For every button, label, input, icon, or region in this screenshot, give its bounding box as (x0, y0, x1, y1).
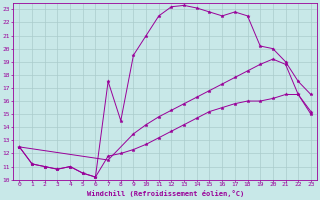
X-axis label: Windchill (Refroidissement éolien,°C): Windchill (Refroidissement éolien,°C) (86, 190, 244, 197)
